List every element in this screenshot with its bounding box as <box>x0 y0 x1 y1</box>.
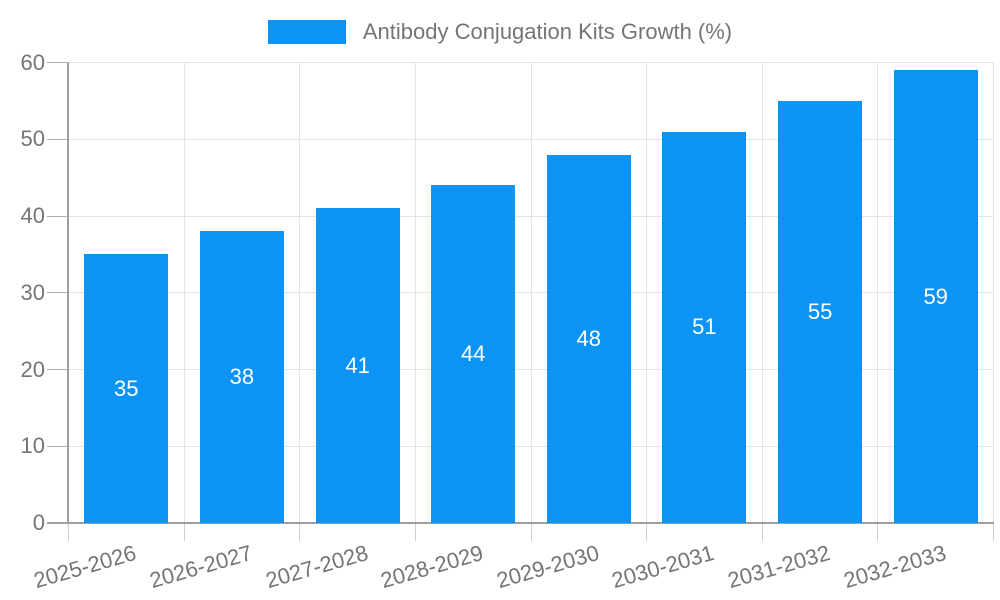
y-axis-line <box>67 62 69 523</box>
gridline-vertical <box>877 62 879 523</box>
x-axis-tick <box>993 523 994 541</box>
gridline-vertical <box>646 62 648 523</box>
bar[interactable] <box>546 154 631 523</box>
y-axis-label: 40 <box>20 203 45 228</box>
legend-swatch <box>267 19 346 44</box>
x-axis-tick <box>761 523 763 541</box>
x-axis-tick <box>530 523 532 541</box>
bar[interactable] <box>199 231 284 523</box>
y-axis-label: 50 <box>20 126 45 152</box>
y-axis-tick <box>47 369 69 370</box>
x-axis-tick <box>646 523 648 541</box>
y-axis-label: 20 <box>20 356 45 382</box>
bar[interactable] <box>431 185 516 523</box>
bar-value-label: 51 <box>692 314 717 340</box>
x-axis-tick <box>414 523 416 541</box>
x-axis-tick <box>68 523 69 541</box>
x-axis-tick <box>877 523 879 541</box>
gridline-vertical <box>993 62 994 523</box>
gridline-vertical <box>761 62 763 523</box>
bar-value-label: 41 <box>345 352 370 378</box>
y-axis-tick <box>47 138 69 140</box>
gridline-vertical <box>299 62 301 523</box>
y-axis-tick <box>47 62 69 63</box>
gridline-vertical <box>183 62 185 523</box>
gridline-vertical <box>414 62 416 523</box>
bar-value-label: 38 <box>229 364 255 390</box>
y-axis-label: 10 <box>20 433 45 459</box>
bar-value-label: 48 <box>576 325 602 351</box>
bar[interactable] <box>315 208 400 523</box>
legend-label: Antibody Conjugation Kits Growth (%) <box>362 19 733 44</box>
y-axis-label: 0 <box>32 510 45 535</box>
bar[interactable] <box>893 70 978 523</box>
x-axis-tick <box>299 523 301 541</box>
y-axis-tick <box>47 445 69 447</box>
y-axis-label: 60 <box>20 49 45 75</box>
legend-item[interactable]: Antibody Conjugation Kits Growth (%) <box>0 18 1000 45</box>
x-axis-line <box>47 522 994 524</box>
y-axis-label: 30 <box>20 279 45 305</box>
bar[interactable] <box>84 254 169 523</box>
x-axis-tick <box>183 523 185 541</box>
bar-value-label: 35 <box>114 375 139 401</box>
y-axis-tick <box>47 215 69 217</box>
bar-value-label: 59 <box>923 283 948 309</box>
y-axis-tick <box>47 292 69 294</box>
bar[interactable] <box>778 100 863 523</box>
gridline-vertical <box>530 62 532 523</box>
bar-value-label: 44 <box>460 341 486 367</box>
bar[interactable] <box>662 131 747 523</box>
bar-value-label: 55 <box>807 298 833 324</box>
